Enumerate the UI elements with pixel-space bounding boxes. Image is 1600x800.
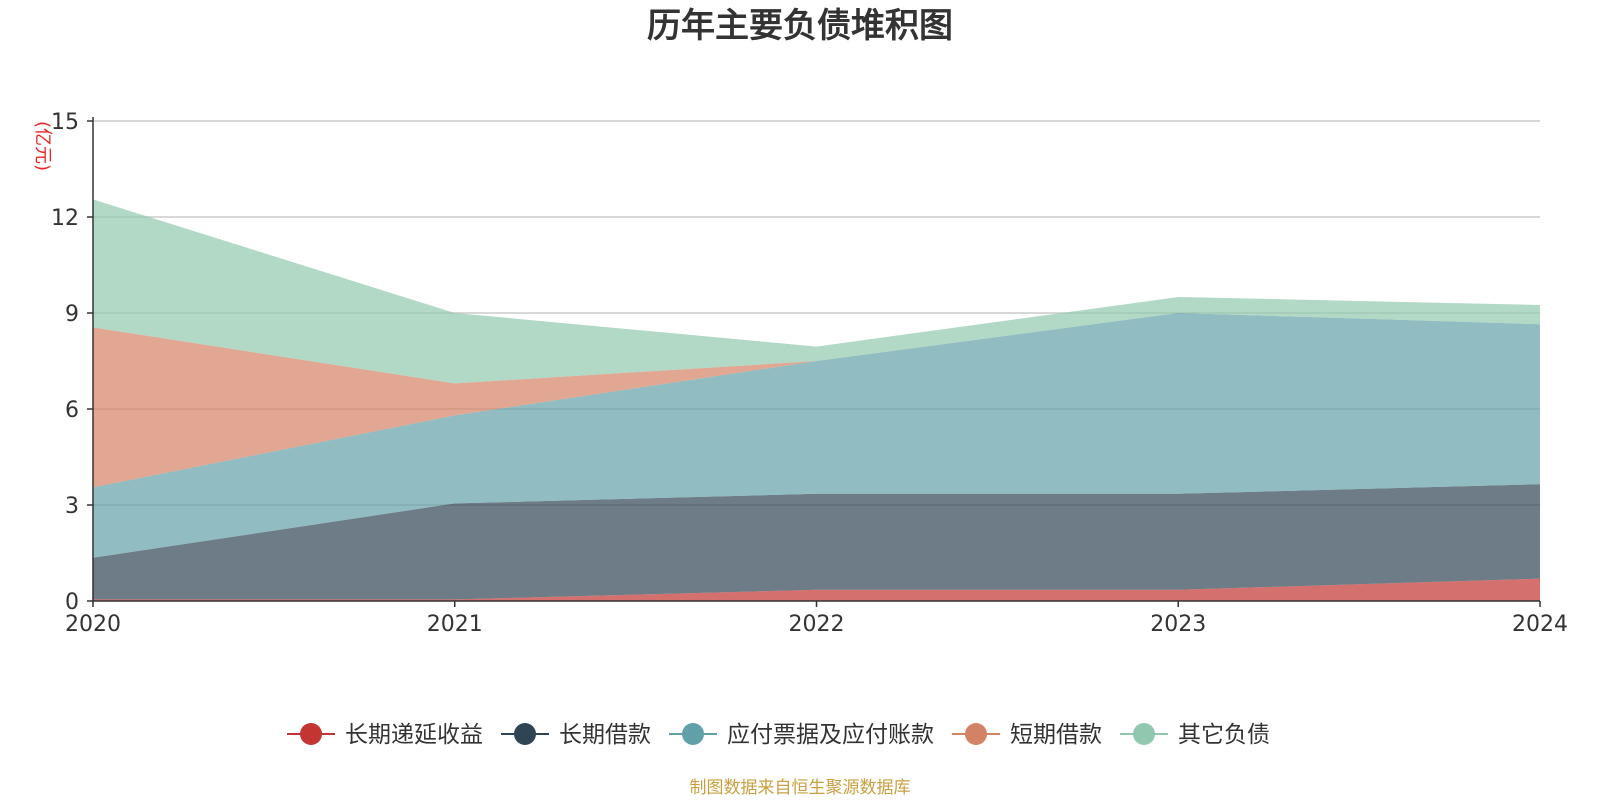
y-tick-label: 0 bbox=[65, 590, 79, 615]
area-series-2[interactable] bbox=[93, 313, 1540, 558]
area-series-4[interactable] bbox=[93, 199, 1540, 384]
legend-item-0[interactable]: 长期递延收益 bbox=[287, 722, 483, 748]
x-tick-label: 2022 bbox=[789, 612, 845, 637]
legend-label: 其它负债 bbox=[1178, 722, 1270, 748]
area-series-group bbox=[93, 199, 1540, 601]
legend-marker bbox=[300, 723, 322, 745]
legend-label: 长期递延收益 bbox=[345, 722, 483, 748]
legend-item-1[interactable]: 长期借款 bbox=[501, 722, 651, 748]
legend-item-2[interactable]: 应付票据及应付账款 bbox=[669, 722, 934, 748]
legend-marker bbox=[965, 723, 987, 745]
x-tick-label: 2021 bbox=[427, 612, 483, 637]
legend-label: 长期借款 bbox=[559, 722, 651, 748]
y-tick-label: 15 bbox=[51, 110, 79, 135]
legend-item-3[interactable]: 短期借款 bbox=[952, 722, 1102, 748]
x-tick-label: 2023 bbox=[1150, 612, 1206, 637]
chart-title: 历年主要负债堆积图 bbox=[647, 6, 953, 46]
area-series-1[interactable] bbox=[93, 484, 1540, 600]
y-tick-label: 12 bbox=[51, 206, 79, 231]
legend-marker bbox=[514, 723, 536, 745]
area-series-3[interactable] bbox=[93, 313, 1540, 488]
legend: 长期递延收益 长期借款 应付票据及应付账款 短期借款 其它负债 bbox=[287, 722, 1270, 748]
axes: 0 3 6 9 12 15 2020 2021 2022 2023 2024 bbox=[51, 110, 1568, 637]
legend-marker bbox=[1133, 723, 1155, 745]
legend-item-4[interactable]: 其它负债 bbox=[1120, 722, 1270, 748]
legend-label: 应付票据及应付账款 bbox=[727, 722, 934, 748]
y-tick-label: 6 bbox=[65, 398, 79, 423]
y-tick-label: 3 bbox=[65, 494, 79, 519]
source-note: 制图数据来自恒生聚源数据库 bbox=[690, 778, 911, 798]
y-axis-unit-label: (亿元) bbox=[32, 121, 53, 171]
x-tick-label: 2024 bbox=[1512, 612, 1568, 637]
legend-label: 短期借款 bbox=[1010, 722, 1102, 748]
legend-marker bbox=[682, 723, 704, 745]
x-tick-label: 2020 bbox=[65, 612, 121, 637]
y-tick-label: 9 bbox=[65, 302, 79, 327]
